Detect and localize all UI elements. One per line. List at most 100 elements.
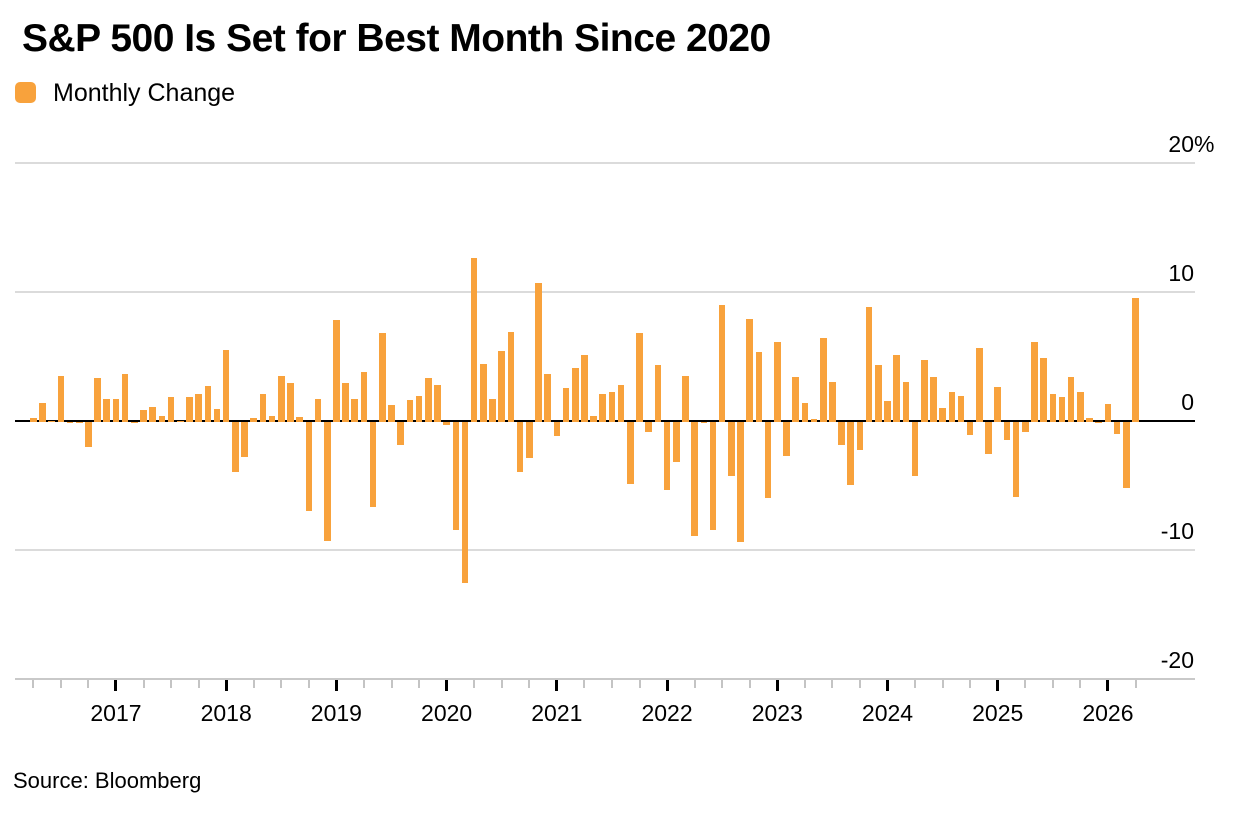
bar-2021-04 [581, 354, 588, 422]
bar-2017-03 [131, 422, 138, 423]
quarter-tick-2022-10 [748, 680, 751, 688]
bar-2022-11 [755, 352, 763, 422]
bar-2018-11 [314, 398, 322, 422]
bar-2019-12 [434, 384, 441, 422]
bar-2020-12 [544, 374, 551, 422]
year-tick-2024 [886, 680, 889, 691]
bar-2017-07 [167, 397, 175, 422]
bar-2019-03 [351, 398, 359, 422]
quarter-tick-2023-07 [831, 680, 834, 688]
x-axis-label-2020: 2020 [421, 700, 473, 726]
year-tick-2017 [114, 680, 118, 691]
gridline-10 [15, 291, 1195, 293]
bar-2023-02 [783, 422, 790, 456]
bar-2020-08 [507, 331, 515, 422]
y-axis-label: -20 [1160, 647, 1194, 673]
bar-2019-08 [397, 422, 404, 446]
bar-2019-10 [415, 396, 423, 422]
bar-2018-05 [259, 393, 267, 422]
bar-2023-09 [847, 422, 855, 486]
bar-2021-09 [627, 422, 634, 484]
bar-2025-10 [1077, 392, 1084, 422]
quarter-tick-2022-04 [693, 680, 696, 688]
bar-2023-04 [801, 402, 809, 422]
x-axis-line [15, 678, 1195, 680]
bar-2024-08 [948, 392, 956, 422]
bar-2020-06 [489, 398, 496, 422]
bar-2016-11 [94, 378, 101, 422]
bar-2024-04 [911, 422, 919, 477]
quarter-tick-2016-04 [32, 680, 35, 688]
quarter-tick-2017-07 [170, 680, 173, 688]
bar-2021-10 [636, 332, 643, 422]
bar-2022-01 [663, 422, 671, 491]
quarter-tick-2024-10 [969, 680, 972, 688]
quarter-tick-2020-04 [473, 680, 476, 688]
bar-2024-05 [920, 360, 928, 422]
bar-2023-01 [773, 342, 781, 422]
quarter-tick-2023-04 [803, 680, 806, 688]
quarter-tick-2016-10 [87, 680, 90, 688]
quarter-tick-2025-07 [1051, 680, 1054, 688]
quarter-tick-2019-04 [362, 680, 365, 688]
bar-2019-07 [388, 405, 395, 422]
quarter-tick-2020-10 [528, 680, 531, 688]
bar-2024-07 [939, 407, 946, 422]
bar-2025-04 [1021, 422, 1029, 433]
bar-2017-02 [121, 374, 129, 422]
bar-2022-07 [718, 304, 726, 422]
source-caption: Source: Bloomberg [13, 768, 202, 793]
x-axis-label-2022: 2022 [641, 700, 693, 726]
bar-2023-03 [792, 376, 799, 422]
gridline-20 [15, 162, 1195, 164]
bar-2022-06 [709, 422, 717, 531]
quarter-tick-2025-04 [1024, 680, 1027, 688]
bar-2023-06 [819, 338, 827, 422]
bar-2016-06 [48, 420, 55, 422]
bar-2020-05 [480, 363, 487, 422]
bar-2022-09 [737, 422, 744, 542]
bar-2017-05 [149, 406, 156, 422]
bar-2023-07 [829, 382, 836, 422]
bar-2017-10 [195, 393, 202, 422]
bar-2025-02 [1003, 422, 1011, 441]
bar-2016-08 [66, 422, 74, 424]
bar-2016-05 [39, 402, 46, 422]
bar-2017-06 [158, 415, 166, 422]
quarter-tick-2016-07 [59, 680, 62, 688]
bar-2017-12 [213, 409, 221, 422]
x-axis-label-2018: 2018 [200, 700, 252, 726]
bar-2025-08 [1058, 397, 1066, 422]
quarter-tick-2019-10 [418, 680, 421, 688]
bar-2025-05 [1031, 342, 1038, 422]
quarter-tick-2017-04 [142, 680, 145, 688]
bar-2018-03 [241, 422, 248, 457]
bar-2022-12 [764, 422, 772, 499]
bar-2019-05 [369, 422, 377, 508]
bar-2020-03 [461, 422, 469, 584]
year-tick-2023 [775, 680, 779, 691]
bar-2020-01 [443, 422, 450, 425]
bar-2024-09 [957, 396, 965, 422]
bar-2021-03 [571, 367, 579, 422]
bar-2018-07 [277, 375, 285, 422]
gridline--10 [15, 549, 1195, 551]
bar-2018-02 [232, 422, 239, 473]
quarter-tick-2021-10 [638, 680, 641, 688]
bar-2022-05 [700, 422, 708, 423]
bar-2025-07 [1049, 393, 1057, 422]
bar-2021-01 [553, 422, 561, 437]
quarter-tick-2018-07 [280, 680, 283, 688]
quarter-tick-2021-04 [583, 680, 586, 688]
bar-2019-06 [379, 332, 386, 422]
bar-2019-02 [342, 383, 349, 422]
bar-2020-09 [516, 422, 524, 473]
bar-2021-08 [617, 384, 625, 422]
bar-2024-01 [884, 401, 891, 422]
bar-2024-10 [966, 422, 974, 435]
bar-2025-11 [1086, 418, 1093, 422]
bar-2016-12 [103, 398, 111, 422]
bar-2021-12 [654, 365, 662, 422]
year-tick-2019 [334, 680, 338, 691]
bar-2018-08 [287, 383, 294, 422]
